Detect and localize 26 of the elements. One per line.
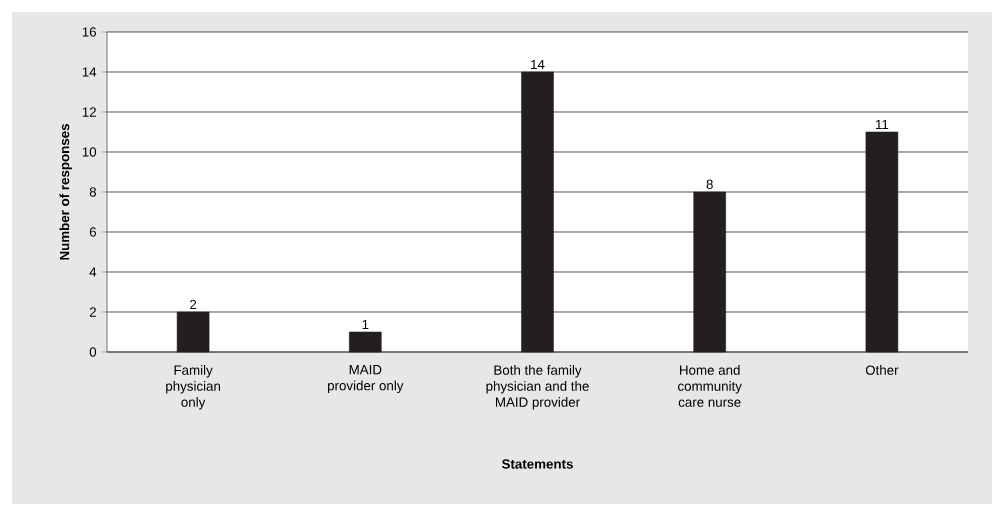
y-tick-label: 2 xyxy=(89,307,96,317)
x-axis-title: Statements xyxy=(501,459,573,469)
y-tick-label: 16 xyxy=(82,27,97,37)
data-label: 1 xyxy=(362,319,369,330)
y-tick-label: 8 xyxy=(89,187,97,197)
x-tick-label: Family physician only xyxy=(166,365,221,410)
bar xyxy=(693,191,726,353)
y-tick-label: 10 xyxy=(82,147,97,157)
x-tick-label: MAID provider only xyxy=(327,365,404,393)
data-label: 8 xyxy=(706,179,713,190)
y-tick-label: 0 xyxy=(89,347,97,357)
data-label: 14 xyxy=(531,59,545,70)
x-tick-label: Both the family physician and the MAID provider xyxy=(486,365,589,410)
y-tick-label: 4 xyxy=(89,267,97,277)
y-axis-title: Number of responses xyxy=(59,124,72,260)
data-label: 2 xyxy=(190,299,197,310)
y-tick-label: 12 xyxy=(82,107,96,117)
x-tick-label: Other xyxy=(865,365,899,375)
bar xyxy=(176,311,210,353)
data-label: 11 xyxy=(876,119,889,130)
y-tick-label: 14 xyxy=(82,67,97,77)
y-tick-label: 6 xyxy=(89,227,97,237)
bar xyxy=(865,131,899,353)
bar xyxy=(349,331,382,353)
bar xyxy=(521,71,554,353)
x-tick-label: Home and community care nurse xyxy=(678,365,742,407)
